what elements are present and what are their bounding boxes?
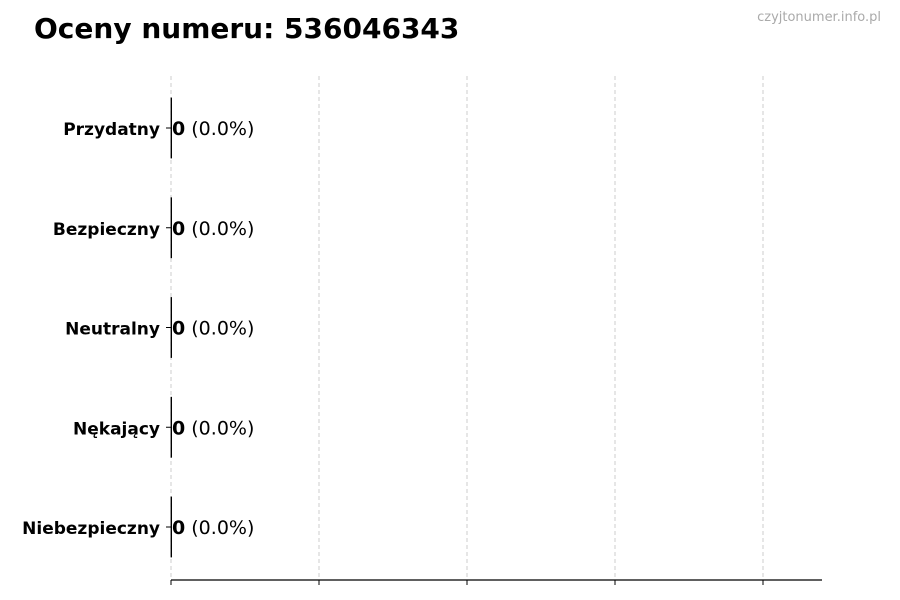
data-label: 0 (0.0%) (172, 218, 254, 240)
data-label-percent: (0.0%) (185, 517, 254, 539)
data-label-percent: (0.0%) (185, 218, 254, 240)
category-label: Niebezpieczny (22, 519, 160, 539)
data-label-count: 0 (172, 218, 185, 240)
data-label-percent: (0.0%) (185, 318, 254, 340)
data-label-percent: (0.0%) (185, 118, 254, 140)
data-label-count: 0 (172, 118, 185, 140)
data-label: 0 (0.0%) (172, 318, 254, 340)
watermark: czyjtonumer.info.pl (757, 10, 881, 25)
category-label: Przydatny (63, 120, 160, 140)
data-label: 0 (0.0%) (172, 517, 254, 539)
data-label-count: 0 (172, 517, 185, 539)
data-label: 0 (0.0%) (172, 118, 254, 140)
category-label: Bezpieczny (53, 220, 160, 240)
chart-title: Oceny numeru: 536046343 (34, 12, 460, 45)
category-label: Nękający (73, 419, 160, 439)
category-label: Neutralny (65, 320, 160, 340)
data-label-count: 0 (172, 417, 185, 439)
data-label: 0 (0.0%) (172, 417, 254, 439)
data-label-count: 0 (172, 318, 185, 340)
data-label-percent: (0.0%) (185, 417, 254, 439)
